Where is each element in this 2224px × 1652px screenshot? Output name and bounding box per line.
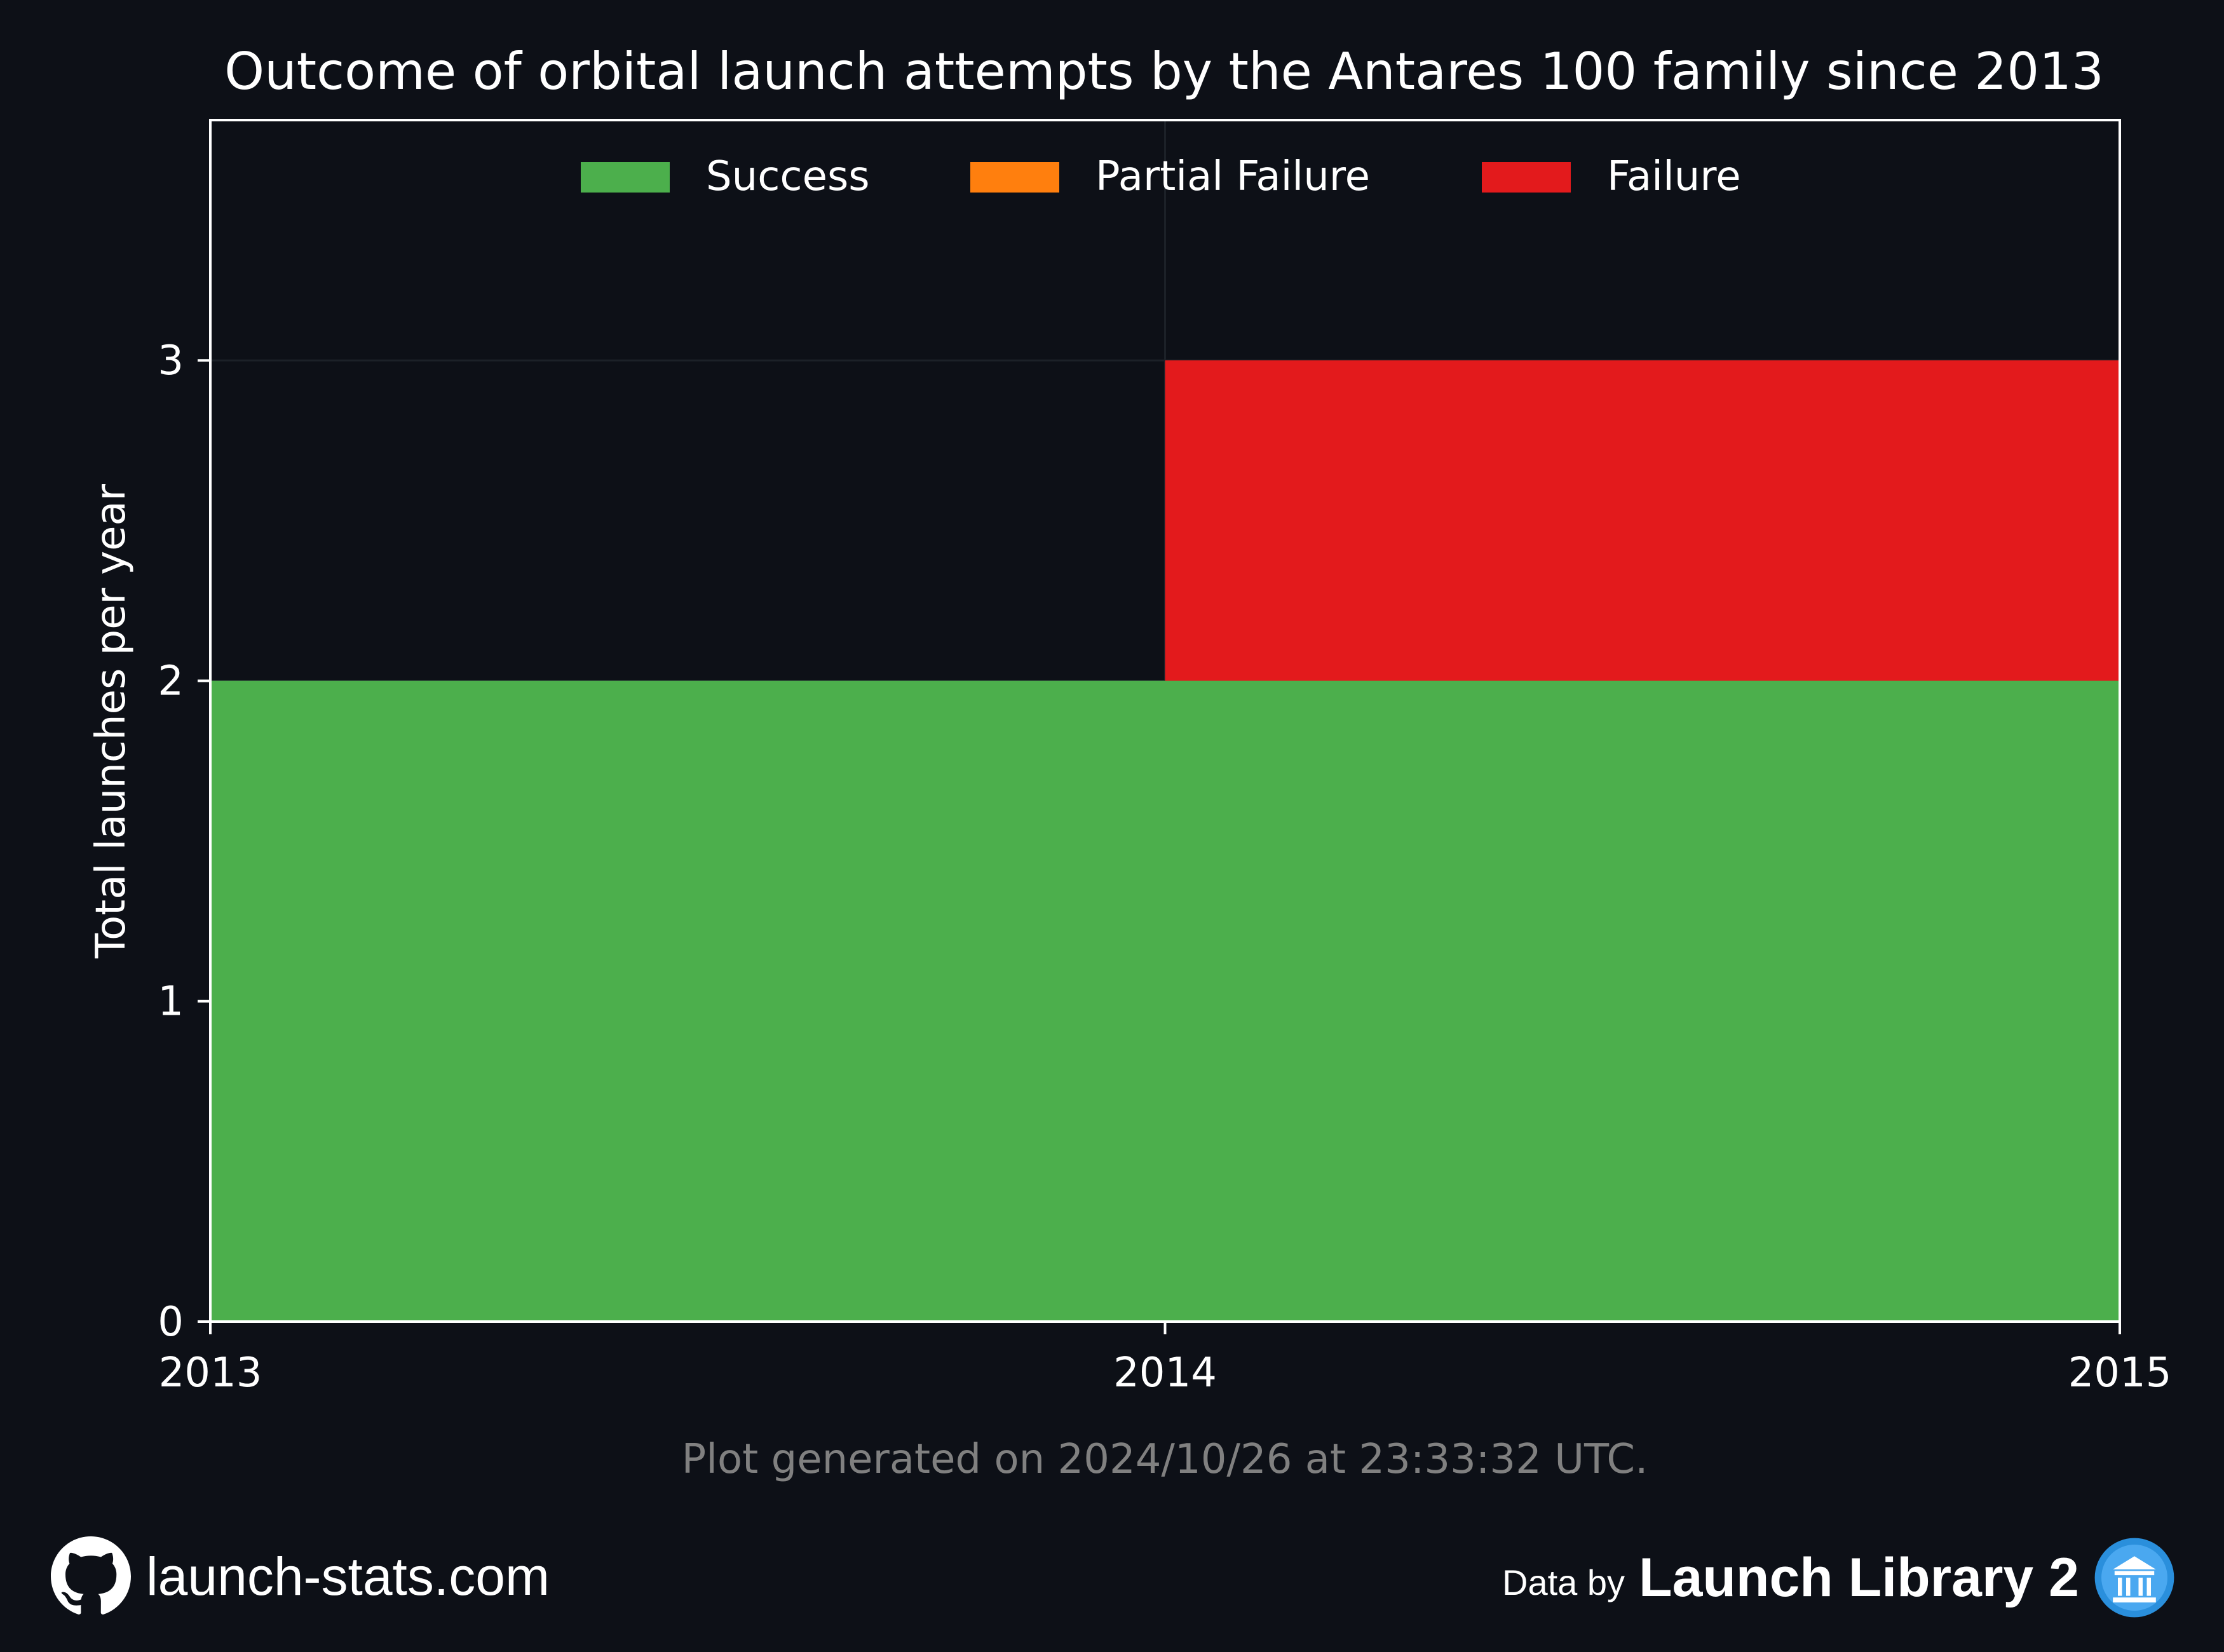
generated-note: Plot generated on 2024/10/26 at 23:33:32… xyxy=(682,1436,1648,1483)
data-by-label: Data by xyxy=(1502,1562,1625,1602)
chart-title: Outcome of orbital launch attempts by th… xyxy=(224,42,2104,101)
plot-area: 0 1 2 3 2013 2014 2015 Success Partial Failure Fa… xyxy=(158,119,2172,1397)
legend-swatch-failure xyxy=(1482,162,1571,193)
y-tick-label: 2 xyxy=(158,658,184,705)
data-source-name: Launch Library 2 xyxy=(1639,1547,2079,1608)
bar-failure-2014 xyxy=(1165,360,2120,681)
legend-label-partial-failure: Partial Failure xyxy=(1095,153,1370,200)
x-tick-label: 2014 xyxy=(1113,1350,1217,1397)
bar-success-2013 xyxy=(210,680,1165,1322)
legend-swatch-partial-failure xyxy=(970,162,1059,193)
legend-label-success: Success xyxy=(706,153,870,200)
legend-swatch-success xyxy=(581,162,670,193)
github-icon xyxy=(51,1536,131,1615)
chart: Outcome of orbital launch attempts by th… xyxy=(88,42,2172,1483)
launch-library-icon xyxy=(2094,1538,2174,1618)
y-tick-label: 0 xyxy=(158,1299,184,1346)
y-tick-label: 3 xyxy=(158,337,184,384)
site-link[interactable]: launch-stats.com xyxy=(146,1546,550,1606)
bar-success-2014 xyxy=(1165,680,2120,1322)
y-axis-label: Total launches per year xyxy=(88,484,135,959)
legend-label-failure: Failure xyxy=(1607,153,1741,200)
footer-credit: Data by Launch Library 2 xyxy=(1502,1536,2176,1619)
footer-site[interactable]: launch-stats.com xyxy=(51,1536,550,1616)
x-tick-label: 2013 xyxy=(159,1350,262,1397)
y-tick-label: 1 xyxy=(158,978,184,1026)
x-tick-label: 2015 xyxy=(2068,1350,2172,1397)
